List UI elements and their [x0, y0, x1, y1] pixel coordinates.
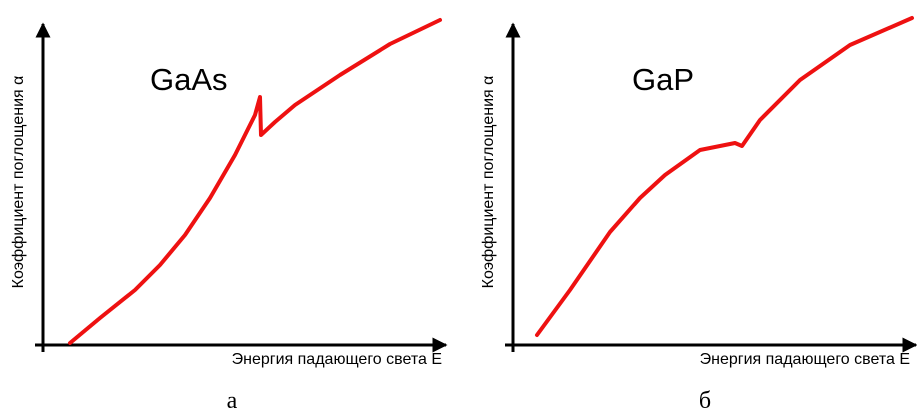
absorption-curve — [535, 16, 914, 337]
panel-b: Коэффициент поглощения α Энергия падающе… — [480, 16, 917, 414]
x-axis-label: Энергия падающего света E — [232, 351, 442, 368]
caption: б — [699, 388, 711, 414]
absorption-curve — [68, 18, 442, 345]
x-axis-label: Энергия падающего света E — [700, 351, 910, 368]
material-label: GaP — [632, 62, 694, 97]
y-axis-label: Коэффициент поглощения α — [10, 76, 27, 289]
material-label: GaAs — [150, 62, 228, 97]
panel-a: Коэффициент поглощения α Энергия падающе… — [10, 18, 448, 414]
caption: а — [227, 388, 238, 414]
y-axis-label: Коэффициент поглощения α — [480, 76, 497, 289]
